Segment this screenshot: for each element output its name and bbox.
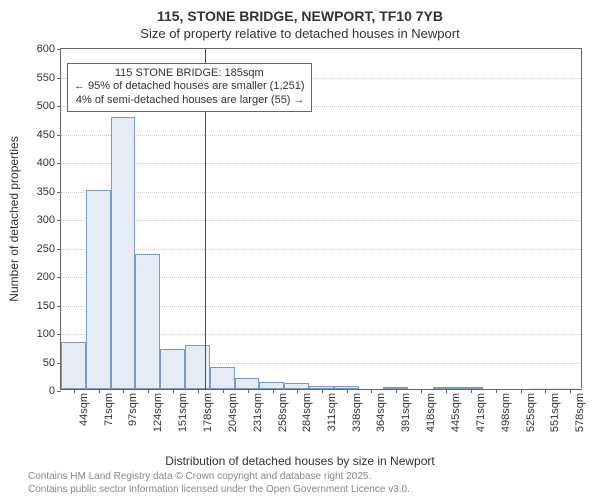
histogram-bar xyxy=(235,378,260,389)
x-tick-label: 258sqm xyxy=(277,393,289,432)
x-tick-label: 525sqm xyxy=(525,393,537,432)
gridline-h xyxy=(61,220,581,221)
x-tick-mark xyxy=(421,389,422,393)
x-tick-mark xyxy=(173,389,174,393)
y-tick-label: 50 xyxy=(43,357,55,369)
x-axis-label: Distribution of detached houses by size … xyxy=(0,454,600,468)
y-tick-label: 100 xyxy=(37,328,55,340)
gridline-h xyxy=(61,192,581,193)
x-tick-mark xyxy=(248,389,249,393)
x-tick-label: 311sqm xyxy=(326,393,338,431)
y-tick-label: 400 xyxy=(37,157,55,169)
x-tick-label: 338sqm xyxy=(351,393,363,432)
x-tick-mark xyxy=(123,389,124,393)
x-tick-mark xyxy=(198,389,199,393)
y-tick-mark xyxy=(57,391,61,392)
annotation-line-2: ← 95% of detached houses are smaller (1,… xyxy=(74,80,305,94)
y-tick-label: 250 xyxy=(37,243,55,255)
y-tick-label: 500 xyxy=(37,100,55,112)
gridline-h xyxy=(61,135,581,136)
x-tick-mark xyxy=(347,389,348,393)
gridline-h xyxy=(61,249,581,250)
x-tick-label: 551sqm xyxy=(549,393,561,432)
x-tick-label: 44sqm xyxy=(78,393,90,426)
y-tick-label: 450 xyxy=(37,129,55,141)
x-tick-label: 364sqm xyxy=(375,393,387,432)
histogram-bar xyxy=(86,190,111,390)
x-tick-mark xyxy=(471,389,472,393)
histogram-bar xyxy=(210,367,235,389)
annotation-line-1: 115 STONE BRIDGE: 185sqm xyxy=(74,67,305,81)
annotation-box: 115 STONE BRIDGE: 185sqm← 95% of detache… xyxy=(67,63,312,112)
x-tick-label: 498sqm xyxy=(500,393,512,432)
y-tick-label: 200 xyxy=(37,271,55,283)
y-tick-label: 350 xyxy=(37,186,55,198)
x-tick-label: 284sqm xyxy=(301,393,313,432)
y-tick-mark xyxy=(57,163,61,164)
x-tick-label: 578sqm xyxy=(574,393,586,432)
x-tick-label: 418sqm xyxy=(425,393,437,432)
x-tick-mark xyxy=(545,389,546,393)
y-tick-mark xyxy=(57,334,61,335)
y-tick-label: 300 xyxy=(37,214,55,226)
x-tick-label: 471sqm xyxy=(475,393,487,432)
attribution-text: Contains HM Land Registry data © Crown c… xyxy=(28,471,410,496)
attribution-line-1: Contains HM Land Registry data © Crown c… xyxy=(28,471,410,484)
histogram-bar xyxy=(185,345,210,389)
x-tick-label: 391sqm xyxy=(400,393,412,432)
x-tick-mark xyxy=(371,389,372,393)
histogram-bar xyxy=(160,349,185,389)
x-tick-mark xyxy=(297,389,298,393)
y-tick-mark xyxy=(57,306,61,307)
histogram-bar xyxy=(135,254,160,389)
y-tick-mark xyxy=(57,277,61,278)
x-tick-label: 204sqm xyxy=(227,393,239,432)
y-tick-mark xyxy=(57,135,61,136)
histogram-bar xyxy=(433,387,458,389)
x-tick-label: 97sqm xyxy=(127,393,139,426)
x-tick-label: 231sqm xyxy=(252,393,264,432)
x-tick-mark xyxy=(396,389,397,393)
x-tick-mark xyxy=(570,389,571,393)
annotation-line-3: 4% of semi-detached houses are larger (5… xyxy=(74,94,305,108)
x-tick-mark xyxy=(148,389,149,393)
x-tick-label: 178sqm xyxy=(202,393,214,432)
x-tick-mark xyxy=(521,389,522,393)
x-tick-label: 71sqm xyxy=(103,393,115,426)
histogram-bar xyxy=(111,117,136,389)
x-tick-mark xyxy=(273,389,274,393)
x-tick-label: 445sqm xyxy=(450,393,462,432)
x-tick-mark xyxy=(322,389,323,393)
gridline-h xyxy=(61,163,581,164)
y-tick-mark xyxy=(57,78,61,79)
y-tick-label: 0 xyxy=(49,385,55,397)
chart-title: 115, STONE BRIDGE, NEWPORT, TF10 7YB xyxy=(0,8,600,24)
x-tick-label: 124sqm xyxy=(152,393,164,432)
chart-subtitle: Size of property relative to detached ho… xyxy=(0,26,600,41)
y-tick-mark xyxy=(57,220,61,221)
y-tick-mark xyxy=(57,49,61,50)
y-tick-mark xyxy=(57,249,61,250)
y-tick-label: 600 xyxy=(37,43,55,55)
histogram-bar xyxy=(259,382,284,389)
x-tick-mark xyxy=(99,389,100,393)
x-tick-mark xyxy=(223,389,224,393)
histogram-plot-area: 05010015020025030035040045050055060044sq… xyxy=(60,48,582,390)
y-tick-mark xyxy=(57,106,61,107)
x-tick-mark xyxy=(446,389,447,393)
y-tick-mark xyxy=(57,192,61,193)
x-tick-label: 151sqm xyxy=(177,393,189,432)
histogram-bar xyxy=(61,342,86,389)
x-tick-mark xyxy=(74,389,75,393)
x-tick-mark xyxy=(496,389,497,393)
attribution-line-2: Contains public sector information licen… xyxy=(28,484,410,497)
y-tick-label: 550 xyxy=(37,72,55,84)
y-tick-label: 150 xyxy=(37,300,55,312)
y-axis-label: Number of detached properties xyxy=(7,136,21,301)
